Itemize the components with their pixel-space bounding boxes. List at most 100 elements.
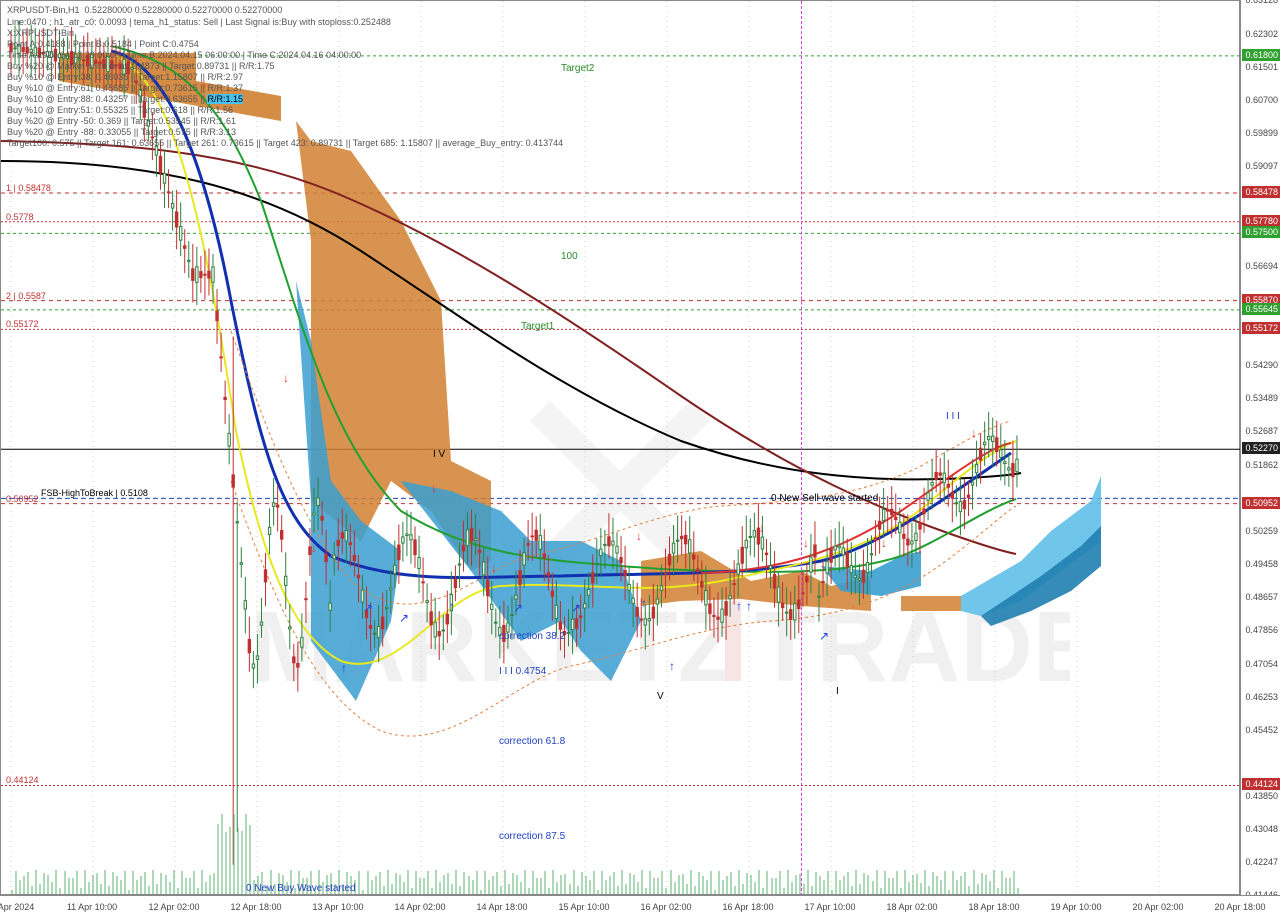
- info-text-line: Buy %20 @ Entry -50: 0.369 || Target:0.5…: [7, 116, 236, 126]
- signal-arrow: ↓: [431, 481, 437, 495]
- info-text-line: Line:0470 ; h1_atr_c0: 0.0093 | tema_h1_…: [7, 17, 391, 27]
- hline-label: 1 | 0.58478: [6, 183, 51, 193]
- chart-annotation: I I I 0.4754: [499, 666, 546, 677]
- x-tick-label: 15 Apr 10:00: [558, 902, 609, 912]
- y-tick-label: 0.54290: [1245, 360, 1278, 370]
- y-tick-label: 0.43048: [1245, 824, 1278, 834]
- chart-annotation: V: [657, 691, 664, 702]
- y-tick-label: 0.47054: [1245, 659, 1278, 669]
- x-tick-label: 19 Apr 10:00: [1050, 902, 1101, 912]
- signal-arrow: ↗: [513, 601, 523, 615]
- y-price-tag: 0.55645: [1242, 303, 1280, 315]
- signal-arrow: ↗: [571, 601, 581, 615]
- info-text-line: Buy %10 @ Entry:88: 0.43257 || Target:0.…: [7, 94, 243, 104]
- x-tick-label: 14 Apr 18:00: [476, 902, 527, 912]
- signal-arrow: ↓: [201, 76, 207, 90]
- signal-arrow: ↑: [746, 599, 752, 613]
- chart-annotation: I: [836, 686, 839, 697]
- signal-arrow: ↗: [819, 629, 829, 643]
- info-text-line: Buy %20 @ Entry -88: 0.33055 || Target:0…: [7, 127, 236, 137]
- hline-label: 0.55172: [6, 319, 39, 329]
- signal-arrow: ↓: [941, 479, 947, 493]
- y-price-tag: 0.50952: [1242, 497, 1280, 509]
- info-text-line: Point A:0.4188 | Point B:0.5184 | Point …: [7, 39, 199, 49]
- signal-arrow: ↓: [546, 571, 552, 585]
- y-tick-label: 0.56694: [1245, 261, 1278, 271]
- info-text-line: Target100: 0.575 || Target 161: 0.63655 …: [7, 138, 563, 148]
- y-price-tag: 0.57780: [1242, 215, 1280, 227]
- y-tick-label: 0.62302: [1245, 29, 1278, 39]
- signal-arrow: ↓: [881, 536, 887, 550]
- y-tick-label: 0.50259: [1245, 526, 1278, 536]
- y-tick-label: 0.60700: [1245, 95, 1278, 105]
- hline-label: 2 | 0.5587: [6, 291, 46, 301]
- y-tick-label: 0.43850: [1245, 791, 1278, 801]
- y-tick-label: 0.45452: [1245, 725, 1278, 735]
- x-tick-label: 16 Apr 02:00: [640, 902, 691, 912]
- hline-label: FSB-HighToBreak | 0.5108: [41, 488, 148, 498]
- signal-arrow: ↓: [283, 371, 289, 385]
- signal-arrow: ↑: [341, 661, 347, 675]
- signal-arrow: ↓: [311, 541, 317, 555]
- hline-label: 0.5778: [6, 212, 34, 222]
- chart-title: XRPUSDT-Bin,H1 0.52280000 0.52280000 0.5…: [7, 5, 282, 15]
- info-text-line: Buy %10 @ Entry:38: 0.48035 || Target:1.…: [7, 72, 243, 82]
- x-tick-label: 17 Apr 10:00: [804, 902, 855, 912]
- y-axis: 0.63128 0.62302 0.61501 0.60700 0.59899 0.590…: [1240, 0, 1280, 895]
- x-tick-label: 10 Apr 2024: [0, 902, 34, 912]
- y-tick-label: 0.63128: [1245, 0, 1278, 5]
- x-tick-label: 14 Apr 02:00: [394, 902, 445, 912]
- info-text-line: Buy %10 @ Entry:61: 0.45685 || Target:0.…: [7, 83, 243, 93]
- chart-annotation: 0 New Sell wave started: [771, 493, 878, 504]
- y-tick-label: 0.61501: [1245, 62, 1278, 72]
- x-tick-label: 20 Apr 02:00: [1132, 902, 1183, 912]
- chart-annotation: correction 87.5: [499, 831, 565, 842]
- info-text-line: Buy %10 @ Entry:51: 0.55325 || Target:0.…: [7, 105, 233, 115]
- y-tick-label: 0.59899: [1245, 128, 1278, 138]
- y-price-tag: 0.57500: [1242, 226, 1280, 238]
- chart-annotation: correction 61.8: [499, 736, 565, 747]
- y-tick-label: 0.52687: [1245, 426, 1278, 436]
- y-tick-label: 0.59097: [1245, 161, 1278, 171]
- signal-arrow: ↗: [399, 611, 409, 625]
- chart-annotation: I V: [433, 449, 445, 460]
- x-tick-label: 12 Apr 02:00: [148, 902, 199, 912]
- chart-annotation: 0 New Buy Wave started: [246, 883, 356, 894]
- y-price-tag: 0.58478: [1242, 186, 1280, 198]
- y-tick-label: 0.51862: [1245, 460, 1278, 470]
- signal-arrow: ↓: [491, 561, 497, 575]
- chart-plot-area[interactable]: MARKETZ TRADE: [0, 0, 1240, 895]
- signal-arrow: ↓: [971, 426, 977, 440]
- signal-arrow: ↓: [636, 529, 642, 543]
- signal-arrow: ↑: [641, 596, 647, 610]
- x-tick-label: 11 Apr 10:00: [67, 902, 117, 912]
- y-price-tag: 0.44124: [1242, 778, 1280, 790]
- chart-annotation: 100: [561, 251, 578, 262]
- y-price-tag: 0.55172: [1242, 322, 1280, 334]
- signal-arrow: ↑: [669, 659, 675, 673]
- x-tick-label: 12 Apr 18:00: [230, 902, 281, 912]
- x-tick-label: 16 Apr 18:00: [722, 902, 773, 912]
- signal-arrow: ↑: [449, 599, 455, 613]
- chart-annotation: correction 38.2: [499, 631, 565, 642]
- y-price-tag: 0.61800: [1242, 49, 1280, 61]
- hline-label: 0.44124: [6, 775, 39, 785]
- x-tick-label: 18 Apr 18:00: [968, 902, 1019, 912]
- x-tick-label: 18 Apr 02:00: [886, 902, 937, 912]
- y-tick-label: 0.48657: [1245, 592, 1278, 602]
- vertical-time-marker: [801, 1, 802, 896]
- signal-arrow: ↓: [803, 536, 809, 550]
- chart-annotation: Target1: [521, 321, 554, 332]
- signal-arrow: ↑: [736, 599, 742, 613]
- x-tick-label: 20 Apr 18:00: [1214, 902, 1265, 912]
- x-axis: 10 Apr 2024 11 Apr 10:00 12 Apr 02:00 12 Ap…: [0, 895, 1280, 920]
- y-tick-label: 0.49458: [1245, 559, 1278, 569]
- signal-arrow: ↓: [759, 521, 765, 535]
- y-tick-label: 0.47856: [1245, 625, 1278, 635]
- info-text-line: Buy %20 @ Market price or at: 0.4873 || …: [7, 61, 274, 71]
- x-tick-label: 13 Apr 10:00: [312, 902, 363, 912]
- y-tick-label: 0.53489: [1245, 393, 1278, 403]
- y-price-tag: 0.52270: [1242, 442, 1280, 454]
- chart-annotation: I I I: [946, 411, 960, 422]
- hline-label: 0.50952: [6, 494, 39, 504]
